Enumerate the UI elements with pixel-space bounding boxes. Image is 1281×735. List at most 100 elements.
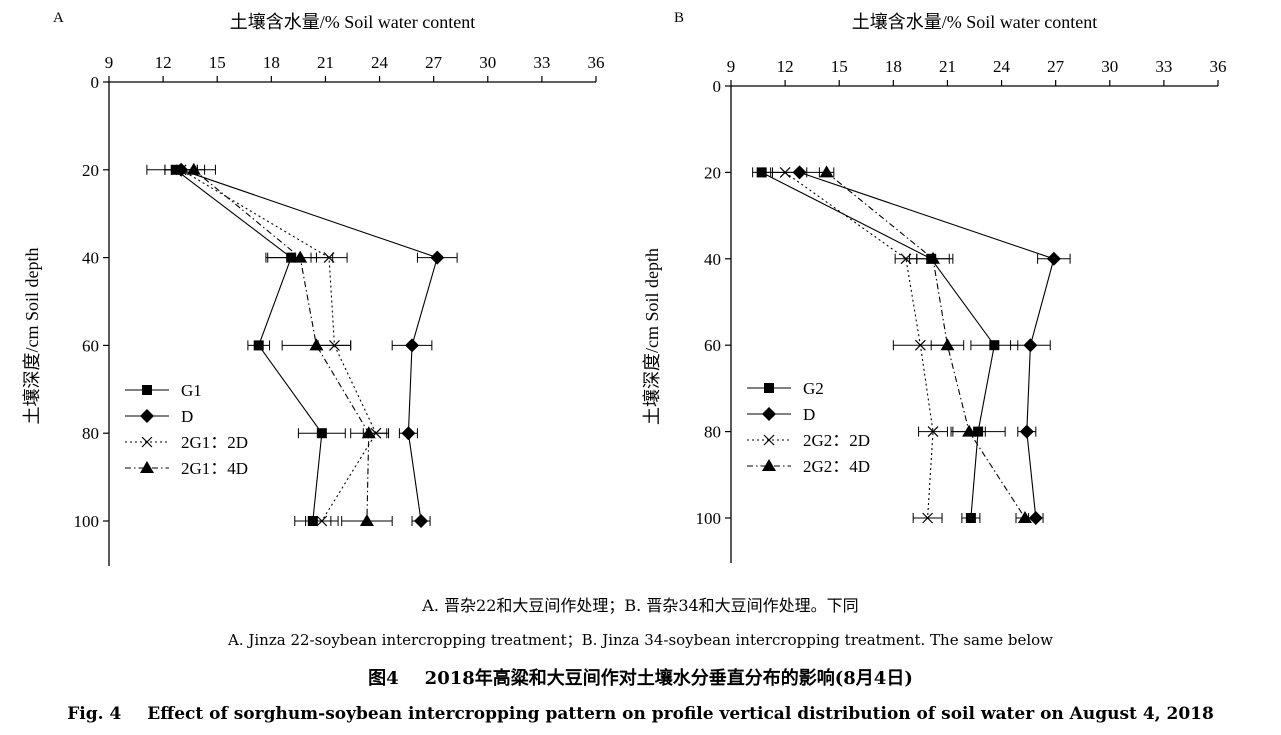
legend-label: 2G1：4D [181, 459, 248, 478]
y-tick-label: 0 [713, 77, 722, 96]
y-tick-label: 60 [704, 336, 721, 355]
legend-item: 2G2：2D [747, 431, 870, 450]
chart-panel-B: B 土壤含水量/% Soil water content 土壤深度/cm Soil … [642, 10, 1227, 563]
legend: G1 D 2G1：2D 2G1：4D [125, 381, 248, 478]
figure-canvas: A 土壤含水量/% Soil water content 土壤深度/cm Soil … [22, 10, 1227, 566]
series-4 [818, 165, 1035, 523]
legend-item: G1 [125, 381, 202, 400]
legend-item: 2G1：2D [125, 433, 248, 452]
chart-panel-A: A 土壤含水量/% Soil water content 土壤深度/cm Soil … [22, 10, 605, 566]
data-point [405, 338, 420, 353]
legend-marker [140, 461, 154, 473]
legend-marker [140, 409, 154, 423]
y-tick-label: 60 [82, 336, 99, 355]
data-point [293, 250, 308, 263]
legend-label: D [803, 405, 815, 424]
data-point [1023, 338, 1038, 353]
x-tick-label: 9 [727, 57, 736, 76]
figure-label-cn: 图4 [368, 668, 399, 689]
x-tick-label: 30 [479, 53, 496, 72]
data-point [316, 515, 328, 527]
figure-title-cn: 图4 2018年高粱和大豆间作对土壤水分垂直分布的影响(8月4日) [0, 664, 1281, 690]
y-tick-label: 20 [82, 161, 99, 180]
data-point [922, 512, 934, 524]
data-point [819, 165, 834, 178]
x-tick-label: 12 [155, 53, 172, 72]
panel-label: B [674, 10, 684, 26]
legend-marker [763, 434, 775, 446]
series-4 [171, 162, 393, 526]
y-tick-label: 80 [82, 424, 99, 443]
data-point [779, 166, 791, 178]
series-1 [752, 167, 1019, 523]
x-tick-label: 33 [1155, 57, 1172, 76]
data-point [989, 340, 1000, 351]
x-tick-label: 30 [1101, 57, 1118, 76]
x-tick-label: 36 [588, 53, 605, 72]
x-tick-label: 21 [939, 57, 956, 76]
data-point [309, 338, 324, 351]
data-point [186, 162, 201, 175]
x-tick-label: 15 [209, 53, 226, 72]
x-tick-label: 21 [317, 53, 334, 72]
data-point [940, 338, 955, 351]
legend-item: 2G2：4D [747, 457, 870, 476]
data-point [316, 428, 327, 439]
data-point [253, 340, 264, 351]
legend-label: 2G2：2D [803, 431, 870, 450]
x-tick-label: 24 [371, 53, 389, 72]
data-point [1028, 511, 1043, 525]
figure-title-cn-text: 2018年高粱和大豆间作对土壤水分垂直分布的影响(8月4日) [424, 668, 913, 689]
x-tick-label: 18 [263, 53, 280, 72]
x-tick-label: 24 [993, 57, 1011, 76]
y-axis-title: 土壤深度/cm Soil depth [22, 248, 42, 425]
data-point [361, 426, 376, 439]
y-tick-label: 40 [82, 249, 99, 268]
legend-label: 2G1：2D [181, 433, 248, 452]
legend-label: G1 [181, 381, 202, 400]
data-point [1019, 424, 1034, 439]
y-tick-label: 100 [696, 509, 722, 528]
x-tick-label: 18 [885, 57, 902, 76]
x-tick-label: 27 [1047, 57, 1065, 76]
x-tick-label: 12 [777, 57, 794, 76]
figure-label-en: Fig. 4 [67, 704, 122, 724]
data-point [756, 167, 767, 178]
y-tick-label: 40 [704, 250, 721, 269]
data-point [430, 250, 445, 265]
data-point [1046, 251, 1061, 266]
data-point [965, 513, 976, 523]
y-axis-title: 土壤深度/cm Soil depth [642, 248, 662, 425]
y-tick-label: 100 [74, 512, 100, 531]
y-tick-label: 0 [91, 73, 100, 92]
x-tick-label: 15 [831, 57, 848, 76]
x-tick-label: 33 [533, 53, 550, 72]
x-axis-title: 土壤含水量/% Soil water content [852, 12, 1097, 32]
data-point [900, 253, 912, 265]
legend-item: 2G1：4D [125, 459, 248, 478]
panel-label: A [53, 10, 64, 26]
data-point [962, 424, 977, 437]
series-line [826, 171, 1026, 519]
data-point [927, 426, 939, 438]
x-tick-label: 9 [105, 53, 114, 72]
x-tick-label: 36 [1210, 57, 1227, 76]
caption-note-cn: A. 晋杂22和大豆间作处理；B. 晋杂34和大豆间作处理。下同 [422, 596, 859, 615]
data-point [414, 514, 429, 528]
x-axis-title: 土壤含水量/% Soil water content [230, 12, 475, 32]
figure-title-en: Fig. 4 Effect of sorghum-soybean intercro… [0, 704, 1281, 724]
y-tick-label: 80 [704, 423, 721, 442]
legend-item: D [125, 407, 193, 426]
caption-note-en: A. Jinza 22-soybean intercropping treatm… [227, 631, 1054, 649]
series-line [180, 169, 377, 522]
legend: G2 D 2G2：2D 2G2：4D [747, 379, 870, 476]
data-point [1018, 511, 1033, 523]
data-point [359, 514, 374, 526]
figure-title-en-text: Effect of sorghum-soybean intercropping … [147, 704, 1214, 724]
legend-label: G2 [803, 379, 824, 398]
legend-label: D [181, 407, 193, 426]
legend-marker [141, 436, 153, 448]
data-point [914, 339, 926, 351]
y-tick-label: 20 [704, 163, 721, 182]
legend-label: 2G2：4D [803, 457, 870, 476]
